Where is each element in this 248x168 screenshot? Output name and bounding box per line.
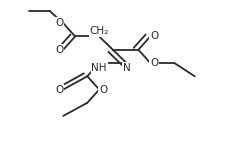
Text: O: O: [150, 58, 158, 68]
Text: O: O: [99, 85, 107, 95]
Text: O: O: [150, 31, 158, 41]
Text: CH₂: CH₂: [90, 26, 109, 36]
Text: N: N: [123, 63, 130, 73]
Text: O: O: [55, 18, 63, 28]
Text: O: O: [55, 45, 63, 55]
Text: O: O: [55, 85, 63, 95]
Text: NH: NH: [92, 63, 107, 73]
